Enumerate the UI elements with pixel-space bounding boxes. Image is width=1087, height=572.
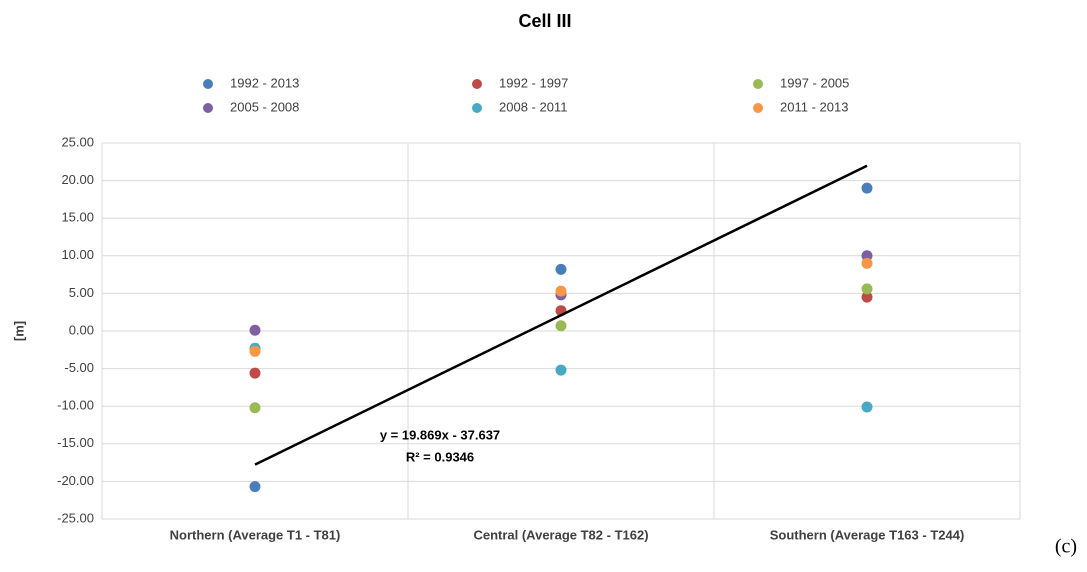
y-tick-label: 20.00 — [61, 172, 94, 187]
x-tick-label: Northern (Average T1 - T81) — [170, 527, 341, 542]
y-tick-label: -15.00 — [57, 435, 94, 450]
point — [861, 182, 873, 194]
x-tick-label: Central (Average T82 - T162) — [473, 527, 648, 542]
point — [861, 250, 873, 262]
y-tick-label: 25.00 — [61, 134, 94, 149]
trendline — [254, 164, 868, 466]
legend-label: 1992 - 2013 — [230, 75, 299, 90]
trendline-r-squared: R² = 0.9346 — [406, 449, 474, 464]
panel-label: (c) — [1055, 536, 1077, 558]
legend-label: 2008 - 2011 — [499, 99, 567, 114]
y-tick-label: 10.00 — [61, 247, 94, 262]
point — [249, 345, 261, 357]
legend-label: 1997 - 2005 — [780, 75, 849, 90]
legend-marker — [472, 103, 482, 113]
point — [555, 320, 567, 332]
point — [249, 367, 261, 379]
legend-marker — [203, 103, 213, 113]
legend-label: 1992 - 1997 — [499, 75, 568, 90]
y-tick-label: -25.00 — [57, 510, 94, 525]
y-tick-label: -20.00 — [57, 473, 94, 488]
legend-marker — [203, 79, 213, 89]
y-tick-label: -5.00 — [64, 360, 94, 375]
trendline-equation: y = 19.869x - 37.637 — [380, 427, 500, 442]
point — [555, 263, 567, 275]
point — [861, 283, 873, 295]
point — [861, 291, 873, 303]
y-tick-label: -10.00 — [57, 398, 94, 413]
y-axis-label: [m] — [11, 321, 26, 341]
point — [861, 257, 873, 269]
legend-marker — [472, 79, 482, 89]
point — [249, 324, 261, 336]
chart-title: Cell III — [518, 11, 571, 31]
legend-label: 2011 - 2013 — [780, 99, 848, 114]
y-tick-label: 15.00 — [61, 210, 94, 225]
y-tick-label: 0.00 — [69, 322, 94, 337]
legend-marker — [753, 103, 763, 113]
legend-marker — [753, 79, 763, 89]
point — [249, 402, 261, 414]
legend-label: 2005 - 2008 — [230, 99, 299, 114]
point — [861, 401, 873, 413]
point — [249, 481, 261, 493]
point — [555, 364, 567, 376]
y-tick-label: 5.00 — [69, 285, 94, 300]
x-tick-label: Southern (Average T163 - T244) — [770, 527, 965, 542]
point — [555, 285, 567, 297]
